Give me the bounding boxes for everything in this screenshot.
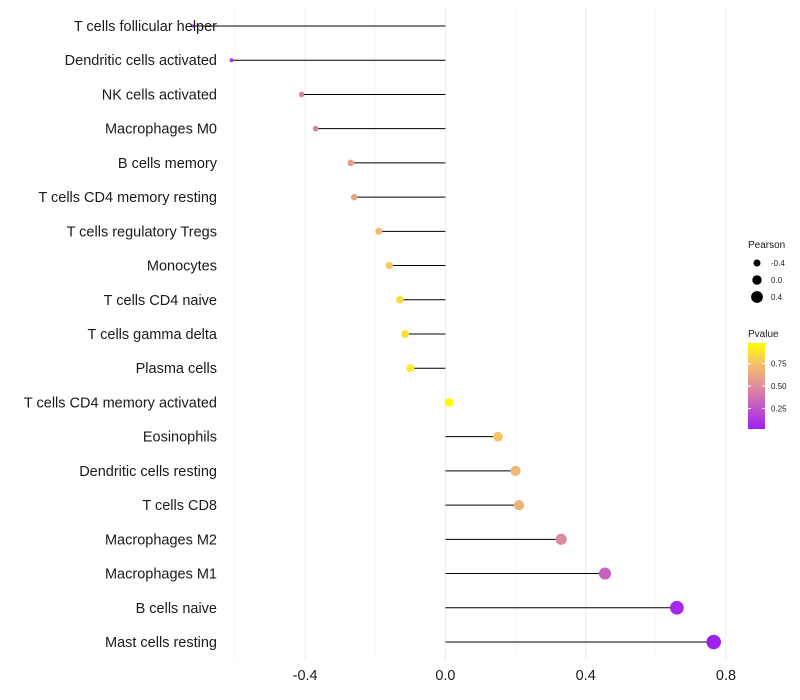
lollipop-point: [385, 261, 394, 270]
legend-size-dot: [751, 291, 763, 303]
category-label: T cells regulatory Tregs: [67, 224, 217, 240]
lollipop-point: [510, 465, 521, 476]
lollipop-point: [555, 533, 567, 545]
grid-lines: [234, 8, 727, 660]
category-label: Plasma cells: [136, 361, 217, 377]
lollipop-point: [396, 295, 404, 304]
x-axis-ticks: -0.4 0.0 0.4 0.8: [293, 668, 736, 684]
x-tick-label: 0.4: [576, 668, 596, 684]
category-label: T cells gamma delta: [88, 327, 218, 343]
lollipop-point: [493, 431, 503, 442]
category-label: NK cells activated: [102, 87, 217, 103]
category-label: Macrophages M2: [105, 532, 217, 548]
x-tick-label: 0.0: [435, 668, 455, 684]
category-label: Eosinophils: [143, 430, 217, 446]
lollipop-point: [375, 227, 383, 235]
category-label: Macrophages M0: [105, 122, 217, 138]
legend-color-label: 0.25: [771, 404, 787, 413]
x-tick-label: -0.4: [293, 668, 318, 684]
category-label: T cells CD4 memory activated: [24, 395, 217, 411]
legend-pearson: Pearson -0.4 0.0 0.4: [748, 240, 785, 303]
lollipop-points: [191, 24, 721, 650]
lollipop-point: [191, 24, 195, 28]
category-label: T cells CD4 memory resting: [38, 190, 217, 206]
legend-color-label: 0.50: [771, 382, 787, 391]
legend-pearson-title: Pearson: [748, 240, 785, 251]
lollipop-point: [513, 499, 525, 511]
x-tick-label: 0.8: [716, 668, 736, 684]
lollipop-point: [706, 634, 721, 650]
category-label: Monocytes: [147, 259, 217, 275]
legend-size-dot: [752, 275, 762, 285]
lollipop-point: [312, 125, 319, 132]
legend-size-label: 0.4: [771, 293, 783, 302]
lollipop-point: [347, 159, 354, 167]
category-label: T cells CD4 naive: [104, 293, 217, 309]
lollipop-point: [298, 91, 305, 98]
legend-size-label: -0.4: [771, 259, 785, 268]
legend-size-dot: [753, 259, 761, 267]
category-label: Dendritic cells activated: [65, 53, 217, 69]
category-label: T cells follicular helper: [74, 19, 217, 35]
category-label: Mast cells resting: [105, 635, 217, 651]
lollipop-point: [406, 364, 415, 373]
legend-color-label: 0.75: [771, 360, 787, 369]
category-label: Macrophages M1: [105, 567, 217, 583]
lollipop-point: [669, 600, 684, 615]
category-labels: T cells follicular helper Dendritic cells…: [24, 19, 218, 651]
category-label: T cells CD8: [142, 498, 217, 514]
lollipop-point: [598, 567, 612, 580]
lollipop-point: [350, 193, 358, 201]
lollipop-point: [229, 58, 234, 63]
pvalue-colorbar: [748, 343, 765, 429]
category-label: B cells naive: [136, 601, 217, 617]
lollipop-point: [401, 330, 409, 338]
lollipop-point: [444, 398, 454, 407]
category-label: Dendritic cells resting: [79, 464, 217, 480]
legend-size-label: 0.0: [771, 276, 783, 285]
legend-pvalue: Pvalue 0.75 0.50 0.25: [748, 329, 787, 429]
category-label: B cells memory: [118, 156, 218, 172]
legend-pvalue-title: Pvalue: [748, 329, 779, 340]
lollipop-stems: [192, 25, 714, 643]
